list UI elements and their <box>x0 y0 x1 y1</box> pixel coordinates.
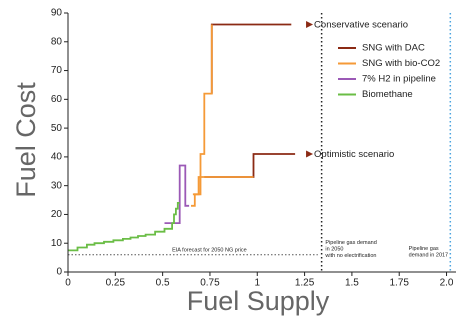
series-lines <box>68 21 313 250</box>
series-line-sng-with-bio-co2-3 <box>193 177 254 194</box>
y-axis-title: Fuel Cost <box>11 82 41 198</box>
series-line-sng-with-dac-1 <box>204 154 295 177</box>
legend-label-7-h2-in-pipeline: 7% H2 in pipeline <box>362 74 436 85</box>
annotation-eia-forecast-for-2050-ng-price: EIA forecast for 2050 NG price <box>172 248 247 254</box>
y-tick-label: 30 <box>51 180 63 191</box>
series-line-7-h2-in-pipeline-4 <box>165 166 190 224</box>
annotation-pipeline-gas: Pipeline gas demand in 2017 <box>409 246 448 259</box>
legend-label-sng-with-dac: SNG with DAC <box>362 43 425 54</box>
x-tick-label: 1.75 <box>389 278 409 289</box>
y-tick-label: 80 <box>51 36 63 47</box>
annotations: Conservative scenario Optimistic scenario… <box>172 19 448 260</box>
x-axis-title: Fuel Supply <box>187 286 330 316</box>
y-tick-label: 0 <box>56 267 62 278</box>
series-line-sng-with-dac-0 <box>212 25 291 94</box>
x-tick-label: 1.5 <box>345 278 359 289</box>
y-tick-label: 50 <box>51 123 63 134</box>
x-tick-label: 2.0 <box>440 278 454 289</box>
annotation-pipeline-gas-demand: Pipeline gas demand in 2050 with no electr… <box>324 241 376 260</box>
scenario-arrowhead-1 <box>306 151 313 158</box>
x-tick-label: 0.25 <box>106 278 126 289</box>
y-tick-label: 20 <box>51 209 63 220</box>
legend-label-biomethane: Biomethane <box>362 89 413 100</box>
x-tick-label: 0.5 <box>156 278 170 289</box>
y-tick-label: 90 <box>51 8 63 19</box>
y-tick-label: 60 <box>51 94 63 105</box>
annotation-optimistic-scenario: Optimistic scenario <box>314 149 394 160</box>
y-tick-label: 70 <box>51 65 63 76</box>
scenario-arrowhead-0 <box>306 21 313 28</box>
annotation-conservative-scenario: Conservative scenario <box>314 19 408 30</box>
series-line-biomethane-5 <box>68 203 180 251</box>
y-tick-label: 40 <box>51 152 63 163</box>
legend-label-sng-with-bio-co2: SNG with bio-CO2 <box>362 58 440 69</box>
x-tick-label: 0 <box>65 278 71 289</box>
legend: SNG with DAC SNG with bio-CO2 7% H2 in pip… <box>338 43 440 101</box>
y-tick-label: 10 <box>51 238 63 249</box>
